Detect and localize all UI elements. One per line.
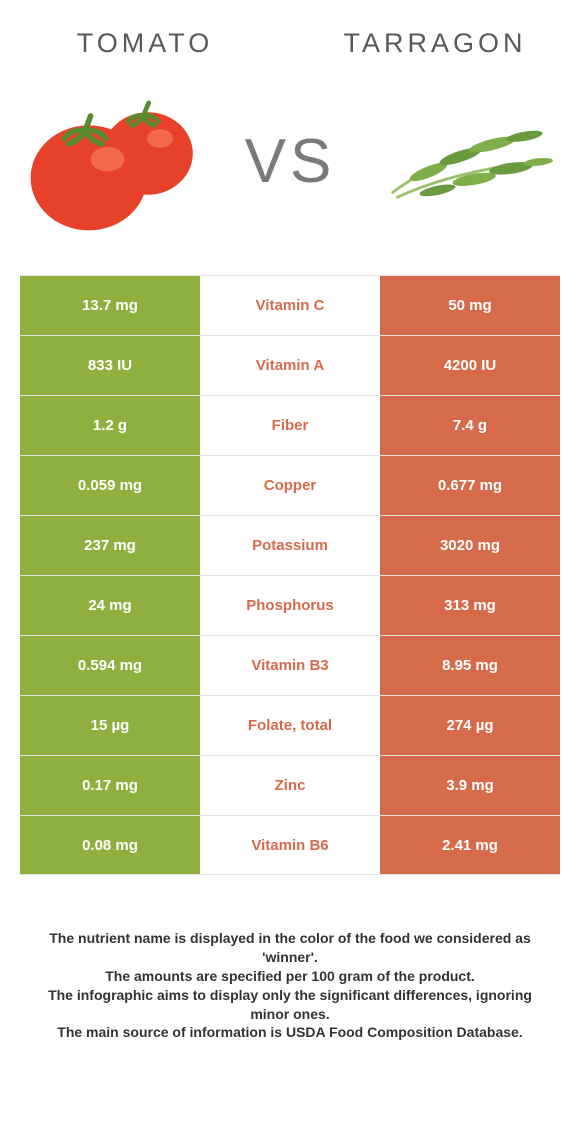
nutrient-row: 13.7 mgVitamin C50 mg: [20, 275, 560, 335]
nutrient-left-value: 237 mg: [20, 516, 200, 575]
nutrient-right-value: 2.41 mg: [380, 816, 560, 874]
nutrient-left-value: 0.17 mg: [20, 756, 200, 815]
nutrient-label: Vitamin A: [200, 336, 380, 395]
nutrient-left-value: 833 IU: [20, 336, 200, 395]
nutrient-table: 13.7 mgVitamin C50 mg833 IUVitamin A4200…: [20, 275, 560, 875]
nutrient-row: 1.2 gFiber7.4 g: [20, 395, 560, 455]
tarragon-icon: [370, 106, 560, 216]
nutrient-right-value: 313 mg: [380, 576, 560, 635]
nutrient-label: Folate, total: [200, 696, 380, 755]
footer-line-1: The nutrient name is displayed in the co…: [30, 929, 550, 967]
nutrient-row: 833 IUVitamin A4200 IU: [20, 335, 560, 395]
nutrient-label: Copper: [200, 456, 380, 515]
nutrient-right-value: 3020 mg: [380, 516, 560, 575]
nutrient-left-value: 1.2 g: [20, 396, 200, 455]
nutrient-right-value: 4200 IU: [380, 336, 560, 395]
footer-line-4: The main source of information is USDA F…: [30, 1023, 550, 1042]
tomato-icon: [20, 86, 210, 236]
nutrient-label: Vitamin C: [200, 276, 380, 335]
nutrient-row: 24 mgPhosphorus313 mg: [20, 575, 560, 635]
nutrient-right-value: 50 mg: [380, 276, 560, 335]
footer-line-2: The amounts are specified per 100 gram o…: [30, 967, 550, 986]
tomato-image: [0, 71, 230, 251]
nutrient-row: 15 µgFolate, total274 µg: [20, 695, 560, 755]
nutrient-label: Vitamin B6: [200, 816, 380, 874]
nutrient-label: Vitamin B3: [200, 636, 380, 695]
nutrient-right-value: 3.9 mg: [380, 756, 560, 815]
nutrient-label: Potassium: [200, 516, 380, 575]
footer-notes: The nutrient name is displayed in the co…: [30, 929, 550, 1042]
right-food-title: TARRAGON: [290, 28, 580, 59]
nutrient-label: Zinc: [200, 756, 380, 815]
nutrient-row: 0.594 mgVitamin B38.95 mg: [20, 635, 560, 695]
title-row: TOMATO TARRAGON: [0, 0, 580, 67]
footer-line-3: The infographic aims to display only the…: [30, 986, 550, 1024]
nutrient-right-value: 7.4 g: [380, 396, 560, 455]
left-food-title: TOMATO: [0, 28, 290, 59]
nutrient-left-value: 15 µg: [20, 696, 200, 755]
nutrient-row: 0.059 mgCopper0.677 mg: [20, 455, 560, 515]
nutrient-left-value: 0.594 mg: [20, 636, 200, 695]
nutrient-left-value: 24 mg: [20, 576, 200, 635]
nutrient-right-value: 0.677 mg: [380, 456, 560, 515]
nutrient-row: 0.17 mgZinc3.9 mg: [20, 755, 560, 815]
nutrient-label: Phosphorus: [200, 576, 380, 635]
vs-label: VS: [230, 126, 350, 197]
nutrient-left-value: 0.059 mg: [20, 456, 200, 515]
nutrient-row: 0.08 mgVitamin B62.41 mg: [20, 815, 560, 875]
nutrient-label: Fiber: [200, 396, 380, 455]
tarragon-image: [350, 71, 580, 251]
infographic-container: TOMATO TARRAGON VS: [0, 0, 580, 1042]
nutrient-row: 237 mgPotassium3020 mg: [20, 515, 560, 575]
nutrient-left-value: 13.7 mg: [20, 276, 200, 335]
nutrient-right-value: 8.95 mg: [380, 636, 560, 695]
nutrient-left-value: 0.08 mg: [20, 816, 200, 874]
nutrient-right-value: 274 µg: [380, 696, 560, 755]
vs-row: VS: [0, 71, 580, 251]
